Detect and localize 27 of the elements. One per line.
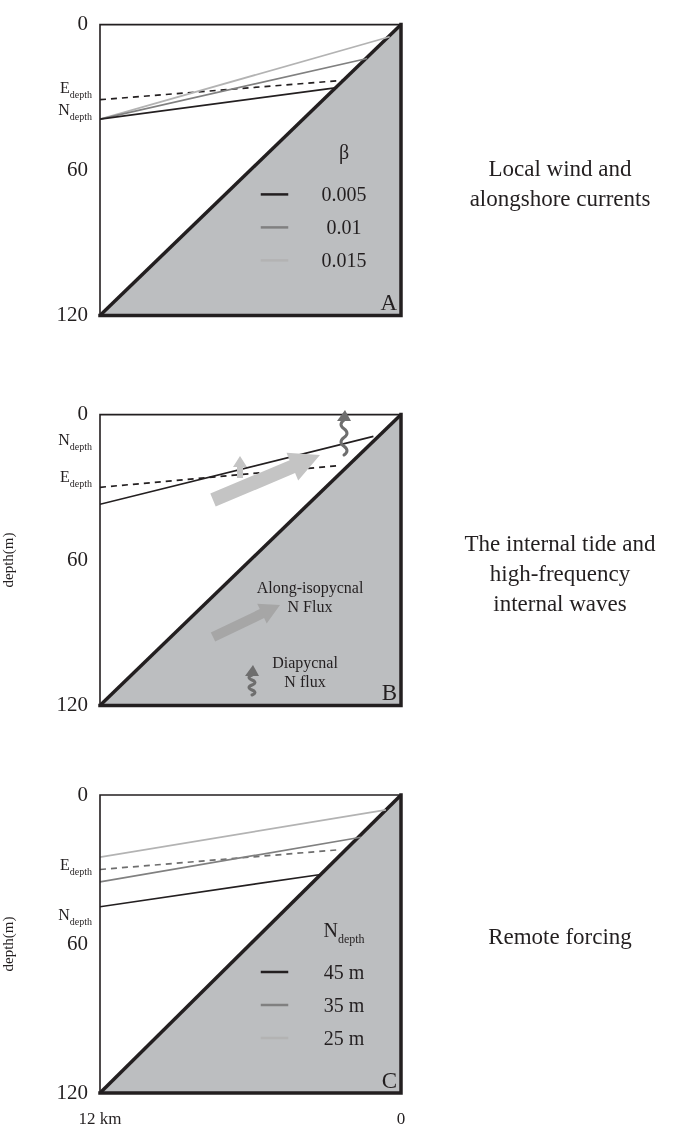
y-tick-label: 0 — [77, 781, 88, 806]
legend-label: 45 m — [323, 961, 365, 983]
y-tick-label: 60 — [67, 546, 88, 571]
legend-label: 35 m — [323, 994, 365, 1016]
legend-label: 0.01 — [326, 216, 362, 239]
y-tick-label: 120 — [56, 691, 88, 716]
legend-label: 0.005 — [321, 183, 367, 206]
legend-label: 25 m — [323, 1027, 365, 1049]
legend-title: β — [338, 141, 350, 165]
text: Local wind and alongshore currents — [469, 156, 651, 212]
y-axis-title: depth(m) — [0, 532, 17, 588]
y-tick-label: 0 — [77, 11, 88, 36]
annotation: A — [380, 290, 398, 316]
x-tick-label: 12 km — [78, 1108, 122, 1128]
text: Remote forcing — [488, 924, 633, 950]
text: The internal tide and high-frequency internal waves — [464, 531, 656, 617]
y-axis-title: depth(m) — [0, 916, 17, 972]
y-tick-label: 60 — [67, 156, 88, 181]
annotation: Diapycnal N flux — [272, 654, 339, 690]
legend-label: 0.015 — [321, 249, 367, 272]
y-tick-label: 60 — [67, 930, 88, 955]
annotation: Along-isopycnal N Flux — [256, 579, 364, 615]
y-tick-label: 120 — [56, 301, 88, 326]
annotation: C — [381, 1068, 397, 1093]
annotation: B — [381, 680, 397, 706]
y-tick-label: 0 — [77, 401, 88, 426]
y-tick-label: 120 — [56, 1079, 88, 1104]
